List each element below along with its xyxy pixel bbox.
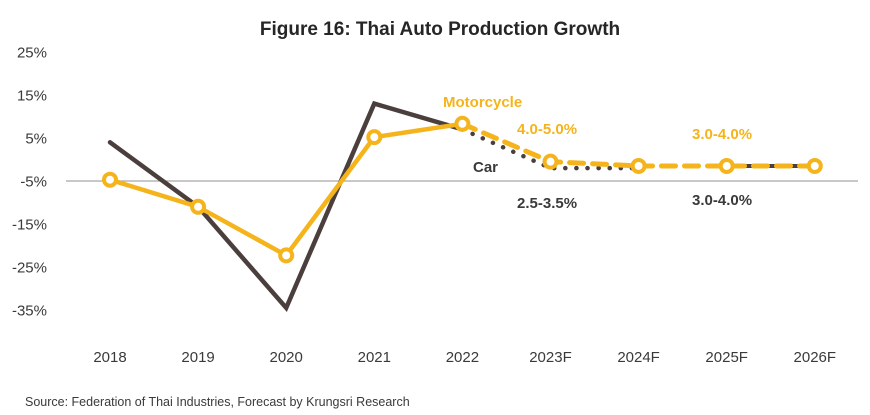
x-tick-label: 2019 xyxy=(181,349,214,366)
x-tick-label: 2020 xyxy=(270,349,303,366)
motorcycle-data-point-2026f xyxy=(806,157,823,174)
y-tick-label: 15% xyxy=(17,88,47,105)
x-tick-label: 2022 xyxy=(446,349,479,366)
motorcycle-data-point-2022 xyxy=(454,115,471,132)
motorcycle-data-point-2018 xyxy=(102,171,118,188)
x-tick-label: 2024F xyxy=(617,349,660,366)
motorcycle-data-point-2019 xyxy=(190,198,207,215)
y-tick-label: 5% xyxy=(25,131,47,148)
chart-title: Figure 16: Thai Auto Production Growth xyxy=(260,19,620,40)
motorcycle-data-point-2025f xyxy=(718,157,735,174)
y-tick-label: -25% xyxy=(12,260,47,277)
x-tick-label: 2023F xyxy=(529,349,572,366)
annotation-motorcycle-2025-range: 3.0-4.0% xyxy=(692,126,752,143)
series-motorcycle-actual-line xyxy=(109,121,463,258)
y-tick-label: 25% xyxy=(17,45,47,62)
annotation-motorcycle-2023-range: 4.0-5.0% xyxy=(517,121,577,138)
y-tick-label: -5% xyxy=(20,174,47,191)
annotation-motorcycle-label: Motorcycle xyxy=(443,94,522,111)
x-tick-label: 2026F xyxy=(794,349,837,366)
annotation-car-2025-range: 3.0-4.0% xyxy=(692,192,752,209)
motorcycle-data-point-2023f xyxy=(542,153,559,170)
x-tick-label: 2025F xyxy=(705,349,748,366)
source-note: Source: Federation of Thai Industries, F… xyxy=(25,395,410,409)
motorcycle-data-point-2024f xyxy=(630,157,647,174)
motorcycle-data-point-2021 xyxy=(366,129,383,146)
annotation-car-label: Car xyxy=(473,159,498,176)
y-tick-label: -35% xyxy=(12,303,47,320)
x-tick-label: 2021 xyxy=(358,349,391,366)
annotation-car-2023-range: 2.5-3.5% xyxy=(517,195,577,212)
x-tick-label: 2018 xyxy=(93,349,126,366)
series-car-forecast-line xyxy=(460,127,641,171)
series-car-actual-line xyxy=(107,100,465,313)
y-tick-label: -15% xyxy=(12,217,47,234)
motorcycle-data-point-2020 xyxy=(278,247,295,264)
